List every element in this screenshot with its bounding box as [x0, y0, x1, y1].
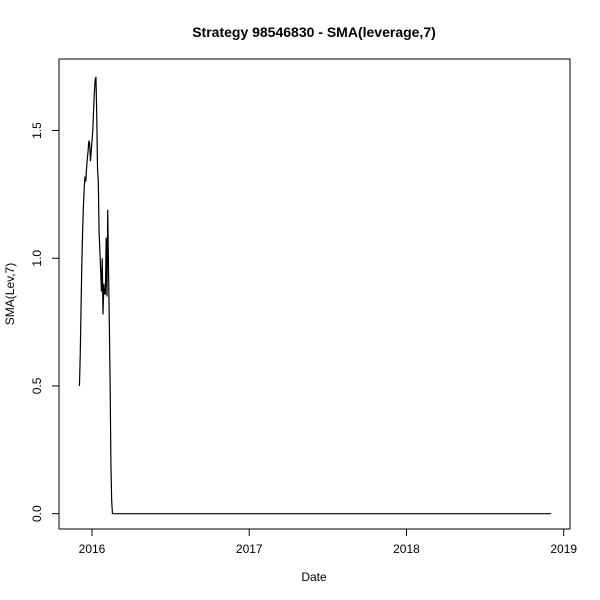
x-tick-label: 2017 [236, 542, 263, 556]
chart-title: Strategy 98546830 - SMA(leverage,7) [192, 24, 436, 40]
y-tick-label: 0.0 [30, 505, 44, 522]
x-axis: 2016 2017 2018 2019 [79, 528, 577, 556]
x-tick-label: 2016 [79, 542, 106, 556]
series-line [78, 76, 552, 515]
y-tick-label: 0.5 [30, 377, 44, 394]
y-tick-label: 1.5 [30, 122, 44, 139]
x-tick-label: 2018 [393, 542, 420, 556]
y-axis: 0.0 0.5 1.0 1.5 [30, 122, 60, 522]
y-tick-label: 1.0 [30, 250, 44, 267]
x-tick-label: 2019 [550, 542, 577, 556]
plot-frame [58, 58, 571, 530]
x-axis-label: Date [301, 570, 327, 584]
y-axis-label: SMA(Lev,7) [3, 263, 17, 325]
